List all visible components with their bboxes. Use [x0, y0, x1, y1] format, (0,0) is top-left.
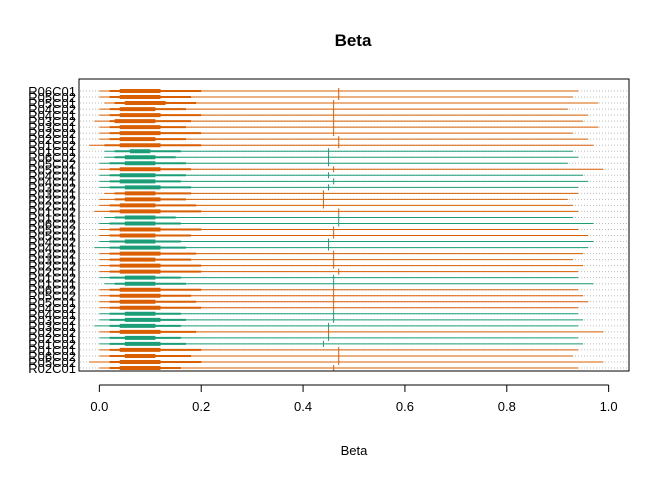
row-label: R02C02 — [28, 192, 76, 207]
row-label: R03C01 — [28, 186, 76, 201]
x-tick-label: 0.2 — [192, 399, 210, 414]
row-label: R04C02 — [28, 235, 76, 250]
row-label: R02C01 — [28, 331, 76, 346]
row-label: R02C02 — [28, 126, 76, 141]
row-label: R06C02 — [28, 283, 76, 298]
x-tick-label: 0.6 — [396, 399, 414, 414]
row-label: R05C02 — [28, 223, 76, 238]
chart-title: Beta — [335, 31, 372, 50]
row-label: R02C01 — [28, 265, 76, 280]
row-label: R04C01 — [28, 174, 76, 189]
row-label: R04C02 — [28, 168, 76, 183]
row-label: R02C02 — [28, 325, 76, 340]
row-label: R01C01 — [28, 277, 76, 292]
row-label: R05C01 — [28, 229, 76, 244]
row-label: R04C02 — [28, 301, 76, 316]
row-label: R03C01 — [28, 120, 76, 135]
row-label: R01C02 — [28, 138, 76, 153]
series-marks — [89, 88, 604, 371]
row-label: R05C01 — [28, 162, 76, 177]
row-label: R05C02 — [28, 156, 76, 171]
row-label: R01C01 — [28, 144, 76, 159]
row-label: R03C02 — [28, 313, 76, 328]
row-label: R02C01 — [28, 361, 76, 376]
row-label: R03C01 — [28, 253, 76, 268]
row-label: R05C02 — [28, 289, 76, 304]
row-label: R05C01 — [28, 295, 76, 310]
x-tick-label: 0.0 — [90, 399, 108, 414]
row-label: R04C01 — [28, 108, 76, 123]
row-label: R02C02 — [28, 259, 76, 274]
row-label: R01C02 — [28, 271, 76, 286]
row-label: R03C02 — [28, 114, 76, 129]
x-axis: 0.0 0.2 0.4 0.6 0.8 1.0 — [90, 384, 618, 414]
row-label: R01C02 — [28, 204, 76, 219]
row-label: R06C01 — [28, 84, 76, 99]
row-label: R05C01 — [28, 96, 76, 111]
plot-frame — [78, 78, 630, 372]
row-label: R01C01 — [28, 343, 76, 358]
row-label: R03C02 — [28, 247, 76, 262]
row-label: R01C02 — [28, 337, 76, 352]
row-labels: R06C01R05C02R05C01R04C02R04C01R03C02R03C… — [28, 84, 76, 376]
x-tick-label: 0.8 — [498, 399, 516, 414]
row-label: R04C02 — [28, 102, 76, 117]
row-label: R04C01 — [28, 307, 76, 322]
row-label: R02C01 — [28, 198, 76, 213]
row-label: R06C02 — [28, 349, 76, 364]
row-label: R02C01 — [28, 132, 76, 147]
row-label: R06C02 — [28, 150, 76, 165]
x-axis-label: Beta — [341, 443, 369, 458]
row-label: R03C02 — [28, 180, 76, 195]
x-tick-label: 0.4 — [294, 399, 312, 414]
row-label: R04C01 — [28, 241, 76, 256]
row-label: R05C02 — [28, 90, 76, 105]
row-label: R06C02 — [28, 216, 76, 231]
row-label: R01C01 — [28, 210, 76, 225]
x-tick-label: 1.0 — [600, 399, 618, 414]
row-label: R05C02 — [28, 355, 76, 370]
row-label: R03C01 — [28, 319, 76, 334]
